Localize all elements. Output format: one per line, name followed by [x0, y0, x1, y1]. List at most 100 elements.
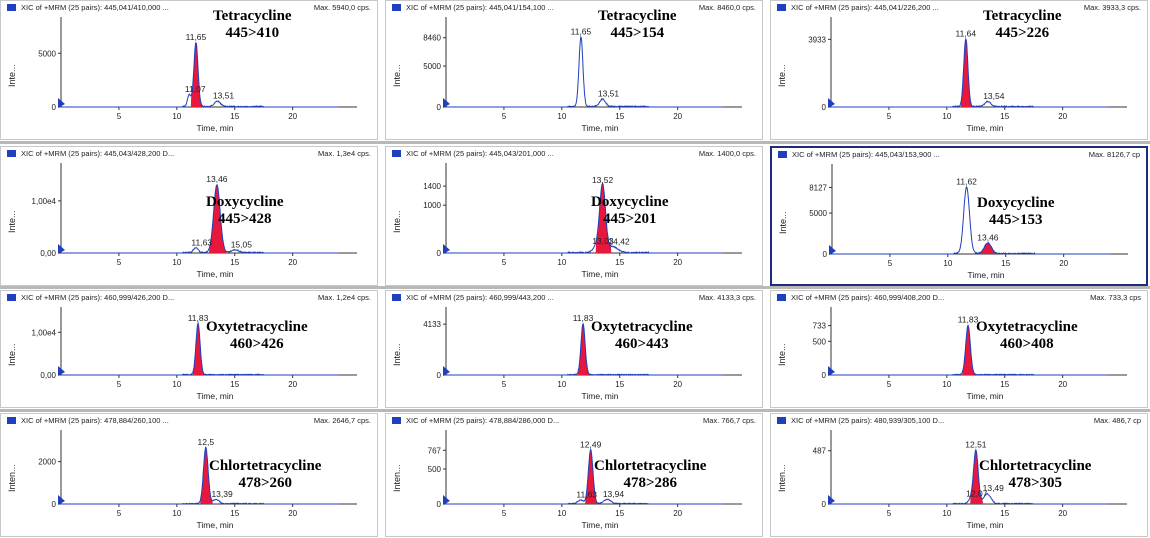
- x-tick-label: 10: [557, 112, 566, 121]
- trace-color-swatch: [392, 4, 401, 11]
- chromatogram-panel[interactable]: XIC of +MRM (25 pairs): 460,999/408,200 …: [770, 290, 1148, 408]
- chromatogram-trace: [831, 324, 1109, 376]
- peak-rt-label: 12,5: [198, 437, 215, 447]
- mrm-transition: 478>305: [1008, 475, 1063, 491]
- analyte-name: Doxycycline: [977, 195, 1055, 211]
- analyte-name: Tetracycline: [213, 8, 292, 24]
- x-tick-label: 5: [888, 259, 893, 268]
- chromatogram-panel[interactable]: XIC of +MRM (25 pairs): 460,999/443,200 …: [385, 290, 763, 408]
- analyte-name: Tetracycline: [598, 8, 677, 24]
- y-tick-label: 0,00: [40, 249, 56, 258]
- chromatogram-panel[interactable]: XIC of +MRM (25 pairs): 460,999/426,200 …: [0, 290, 378, 408]
- chromatogram-panel[interactable]: XIC of +MRM (25 pairs): 480,939/305,100 …: [770, 413, 1148, 537]
- y-tick-label: 733: [813, 322, 827, 331]
- x-tick-label: 10: [172, 380, 181, 389]
- panel-header: XIC of +MRM (25 pairs): 460,999/408,200 …: [777, 293, 1141, 307]
- xic-description: XIC of +MRM (25 pairs): 480,939/305,100 …: [791, 416, 945, 425]
- peak-rt-label: 11,65: [571, 27, 592, 37]
- chromatogram-panel[interactable]: XIC of +MRM (25 pairs): 445,043/153,900 …: [770, 146, 1148, 286]
- chromatogram-plot: 0,00 1,00e4 5 10 15 20 Time, min 11,63 13,46 15,0…: [32, 163, 357, 279]
- row-separator[interactable]: [0, 141, 1150, 144]
- y-tick-label: 0: [437, 249, 442, 258]
- x-tick-label: 10: [172, 112, 181, 121]
- y-tick-label: 5000: [809, 209, 827, 218]
- chromatogram-panel[interactable]: XIC of +MRM (25 pairs): 445,043/201,000 …: [385, 146, 763, 286]
- chromatogram-plot: 0 500 767 5 10 15 20 Time, min 11,63 12,49 13,94: [428, 430, 742, 530]
- analyte-name: Doxycycline: [591, 194, 669, 210]
- trace-color-swatch: [392, 150, 401, 157]
- peak-rt-label: 13,46: [206, 174, 228, 184]
- x-tick-label: 10: [943, 259, 952, 268]
- mrm-transition: 460>443: [615, 336, 669, 352]
- row-separator[interactable]: [0, 286, 1150, 289]
- y-tick-label: 0,00: [40, 371, 56, 380]
- y-tick-label: 0: [823, 250, 828, 259]
- chromatogram-panel[interactable]: XIC of +MRM (25 pairs): 445,041/226,200 …: [770, 0, 1148, 140]
- y-tick-label: 500: [428, 465, 442, 474]
- analyte-annotation: Doxycycline 445>201: [591, 194, 668, 228]
- analyte-annotation: Chlortetracycline 478>286: [594, 458, 706, 492]
- x-tick-label: 15: [1000, 112, 1009, 121]
- trace-color-swatch: [392, 417, 401, 424]
- analyte-name: Oxytetracycline: [591, 319, 693, 335]
- xic-description: XIC of +MRM (25 pairs): 460,999/443,200 …: [406, 293, 554, 302]
- x-tick-label: 20: [673, 258, 682, 267]
- baseline-marker: [58, 366, 65, 376]
- trace-color-swatch: [7, 294, 16, 301]
- max-intensity: Max. 1,3e4 cps.: [318, 149, 371, 158]
- chromatogram-trace: [831, 449, 1109, 505]
- x-tick-label: 5: [117, 258, 122, 267]
- x-tick-label: 20: [288, 258, 297, 267]
- peak-rt-label: 13,46: [977, 232, 999, 242]
- chromatogram-panel[interactable]: XIC of +MRM (25 pairs): 478,884/286,000 …: [385, 413, 763, 537]
- baseline-marker: [443, 244, 450, 254]
- y-tick-label: 5000: [423, 62, 441, 71]
- x-tick-label: 10: [172, 258, 181, 267]
- xic-description: XIC of +MRM (25 pairs): 445,043/201,000 …: [406, 149, 554, 158]
- analyte-annotation: Tetracycline 445>226: [983, 8, 1062, 42]
- baseline-marker: [58, 98, 65, 108]
- chromatogram-panel[interactable]: XIC of +MRM (25 pairs): 445,041/410,000 …: [0, 0, 378, 140]
- peak-rt-label: 13,39: [211, 489, 233, 499]
- y-tick-label: 0: [437, 103, 442, 112]
- chromatogram-trace: [831, 37, 1109, 109]
- xic-description: XIC of +MRM (25 pairs): 445,043/153,900 …: [792, 150, 940, 159]
- chromatogram-panel[interactable]: XIC of +MRM (25 pairs): 445,043/428,200 …: [0, 146, 378, 286]
- max-intensity: Max. 8126,7 cp: [1088, 150, 1140, 159]
- trace-color-swatch: [7, 150, 16, 157]
- analyte-annotation: Chlortetracycline 478>260: [209, 458, 321, 492]
- row-separator[interactable]: [0, 409, 1150, 412]
- chromatogram-panel[interactable]: XIC of +MRM (25 pairs): 445,041/154,100 …: [385, 0, 763, 140]
- baseline-marker: [829, 245, 836, 255]
- trace-color-swatch: [777, 4, 786, 11]
- chromatogram-plot: 0,00 1,00e4 5 10 15 20 Time, min 11,83: [32, 307, 357, 401]
- peak-rt-label: 11,62: [956, 176, 977, 186]
- chromatogram-panel[interactable]: XIC of +MRM (25 pairs): 478,884/260,100 …: [0, 413, 378, 537]
- x-tick-label: 20: [673, 380, 682, 389]
- x-tick-label: 20: [1058, 112, 1067, 121]
- x-tick-label: 20: [1059, 259, 1068, 268]
- xic-description: XIC of +MRM (25 pairs): 445,041/226,200 …: [791, 3, 939, 12]
- max-intensity: Max. 486,7 cp: [1093, 416, 1141, 425]
- y-tick-label: 5000: [38, 49, 56, 58]
- x-tick-label: 15: [615, 509, 624, 518]
- x-axis-label: Time, min: [582, 391, 619, 401]
- x-tick-label: 15: [1000, 509, 1009, 518]
- panel-header: XIC of +MRM (25 pairs): 478,884/260,100 …: [7, 416, 371, 430]
- y-tick-label: 2000: [38, 458, 56, 467]
- xic-description: XIC of +MRM (25 pairs): 460,999/408,200 …: [791, 293, 945, 302]
- analyte-annotation: Doxycycline 445>153: [977, 195, 1054, 229]
- x-tick-label: 5: [502, 258, 507, 267]
- chromatogram-plot: 0 487 5 10 15 20 Time, min 12,07 12,51 13,49: [813, 430, 1127, 530]
- x-tick-label: 10: [557, 509, 566, 518]
- y-tick-label: 1,00e4: [32, 197, 57, 206]
- mrm-transition: 460>426: [230, 336, 284, 352]
- peak-rt-label: 11,65: [186, 32, 207, 42]
- chromatogram-plot: 0 5000 5 10 15 20 Time, min 11,07 11,65 13,51: [38, 17, 357, 133]
- xic-description: XIC of +MRM (25 pairs): 445,041/410,000 …: [21, 3, 169, 12]
- chromatogram-plot: 0 500 733 5 10 15 20 Time, min 11,83: [813, 307, 1127, 401]
- baseline-marker: [443, 495, 450, 505]
- max-intensity: Max. 4133,3 cps.: [698, 293, 756, 302]
- x-tick-label: 20: [288, 112, 297, 121]
- y-tick-label: 0: [822, 103, 827, 112]
